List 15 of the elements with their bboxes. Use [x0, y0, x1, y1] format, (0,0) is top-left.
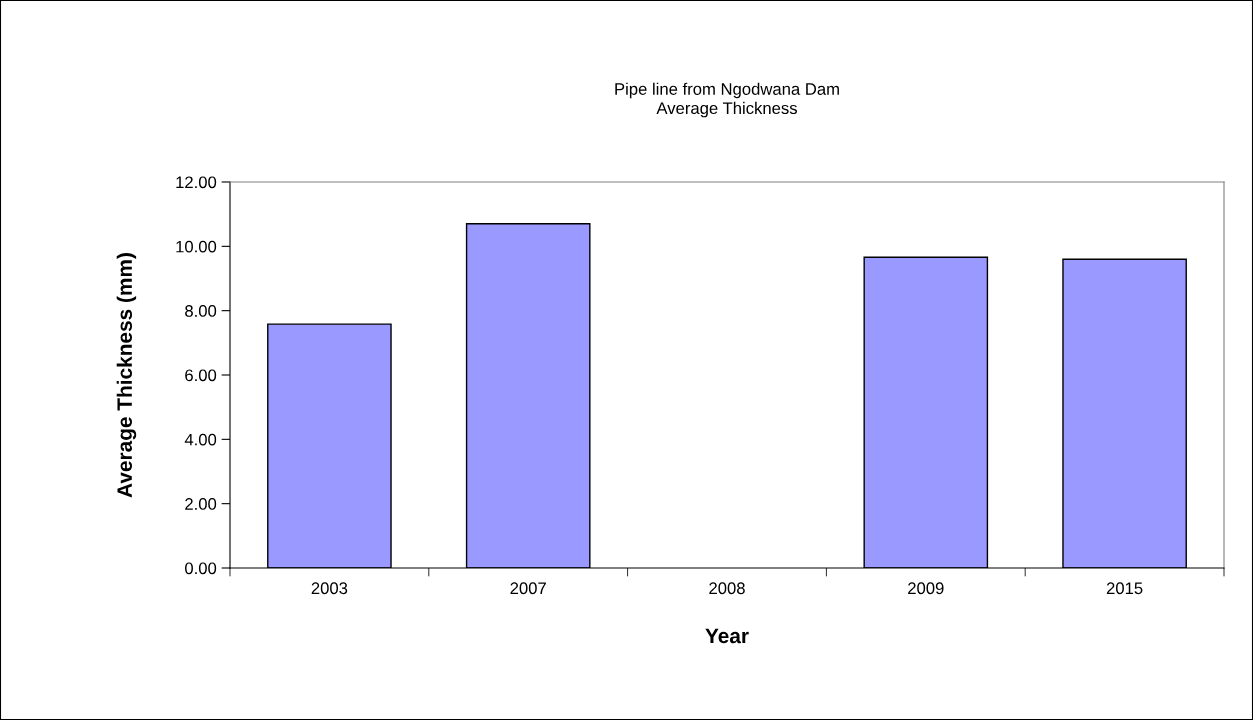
y-tick-label: 8.00 [185, 305, 217, 317]
y-tick-label: 12.00 [176, 176, 217, 189]
x-tick-label: 2008 [709, 582, 745, 595]
chart-title: Pipe line from Ngodwana Dam Average Thickness [615, 82, 839, 118]
y-tick-label: 10.00 [176, 240, 217, 253]
y-tick-label: 6.00 [185, 369, 217, 382]
y-tick-label: 2.00 [185, 498, 217, 510]
x-tick-label: 2007 [510, 582, 546, 595]
x-tick-label: 2003 [311, 582, 348, 595]
x-tick-label: 2009 [908, 582, 944, 595]
y-tick-label: 4.00 [184, 433, 217, 446]
x-axis-title: Year [705, 628, 749, 644]
x-tick-label: 2015 [1106, 582, 1143, 595]
y-tick-label: 0.00 [185, 562, 217, 575]
y-axis-title: Average Thickness (mm) [116, 253, 137, 498]
